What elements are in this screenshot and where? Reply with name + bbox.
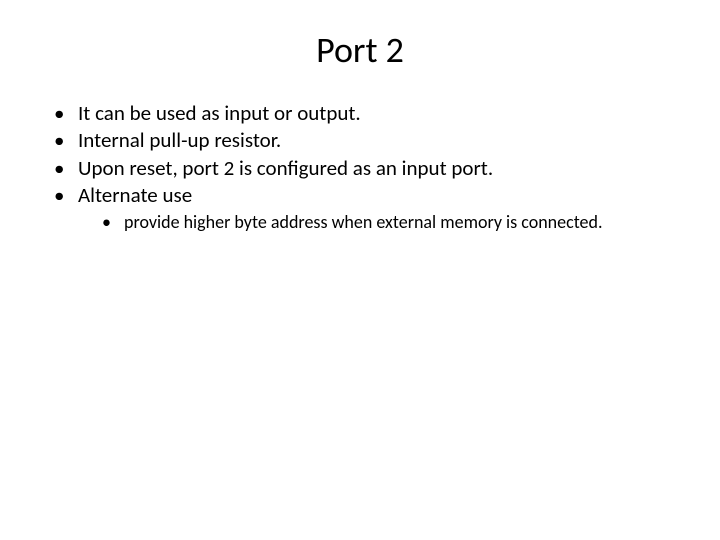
- sub-bullet-item: provide higher byte address when externa…: [102, 211, 680, 234]
- bullet-item: Alternate use provide higher byte addres…: [54, 182, 680, 235]
- bullet-text: Upon reset, port 2 is configured as an i…: [78, 155, 493, 181]
- bullet-text: Internal pull-up resistor.: [78, 127, 281, 153]
- bullet-list: It can be used as input or output. Inter…: [40, 100, 680, 235]
- slide-container: Port 2 It can be used as input or output…: [0, 0, 720, 540]
- sub-bullet-list: provide higher byte address when externa…: [78, 211, 680, 234]
- bullet-item: Internal pull-up resistor.: [54, 127, 680, 154]
- sub-bullet-text: provide higher byte address when externa…: [124, 211, 603, 233]
- bullet-text: It can be used as input or output.: [78, 100, 361, 126]
- slide-title: Port 2: [40, 28, 680, 72]
- bullet-item: It can be used as input or output.: [54, 100, 680, 127]
- bullet-text: Alternate use: [78, 182, 192, 208]
- bullet-item: Upon reset, port 2 is configured as an i…: [54, 155, 680, 182]
